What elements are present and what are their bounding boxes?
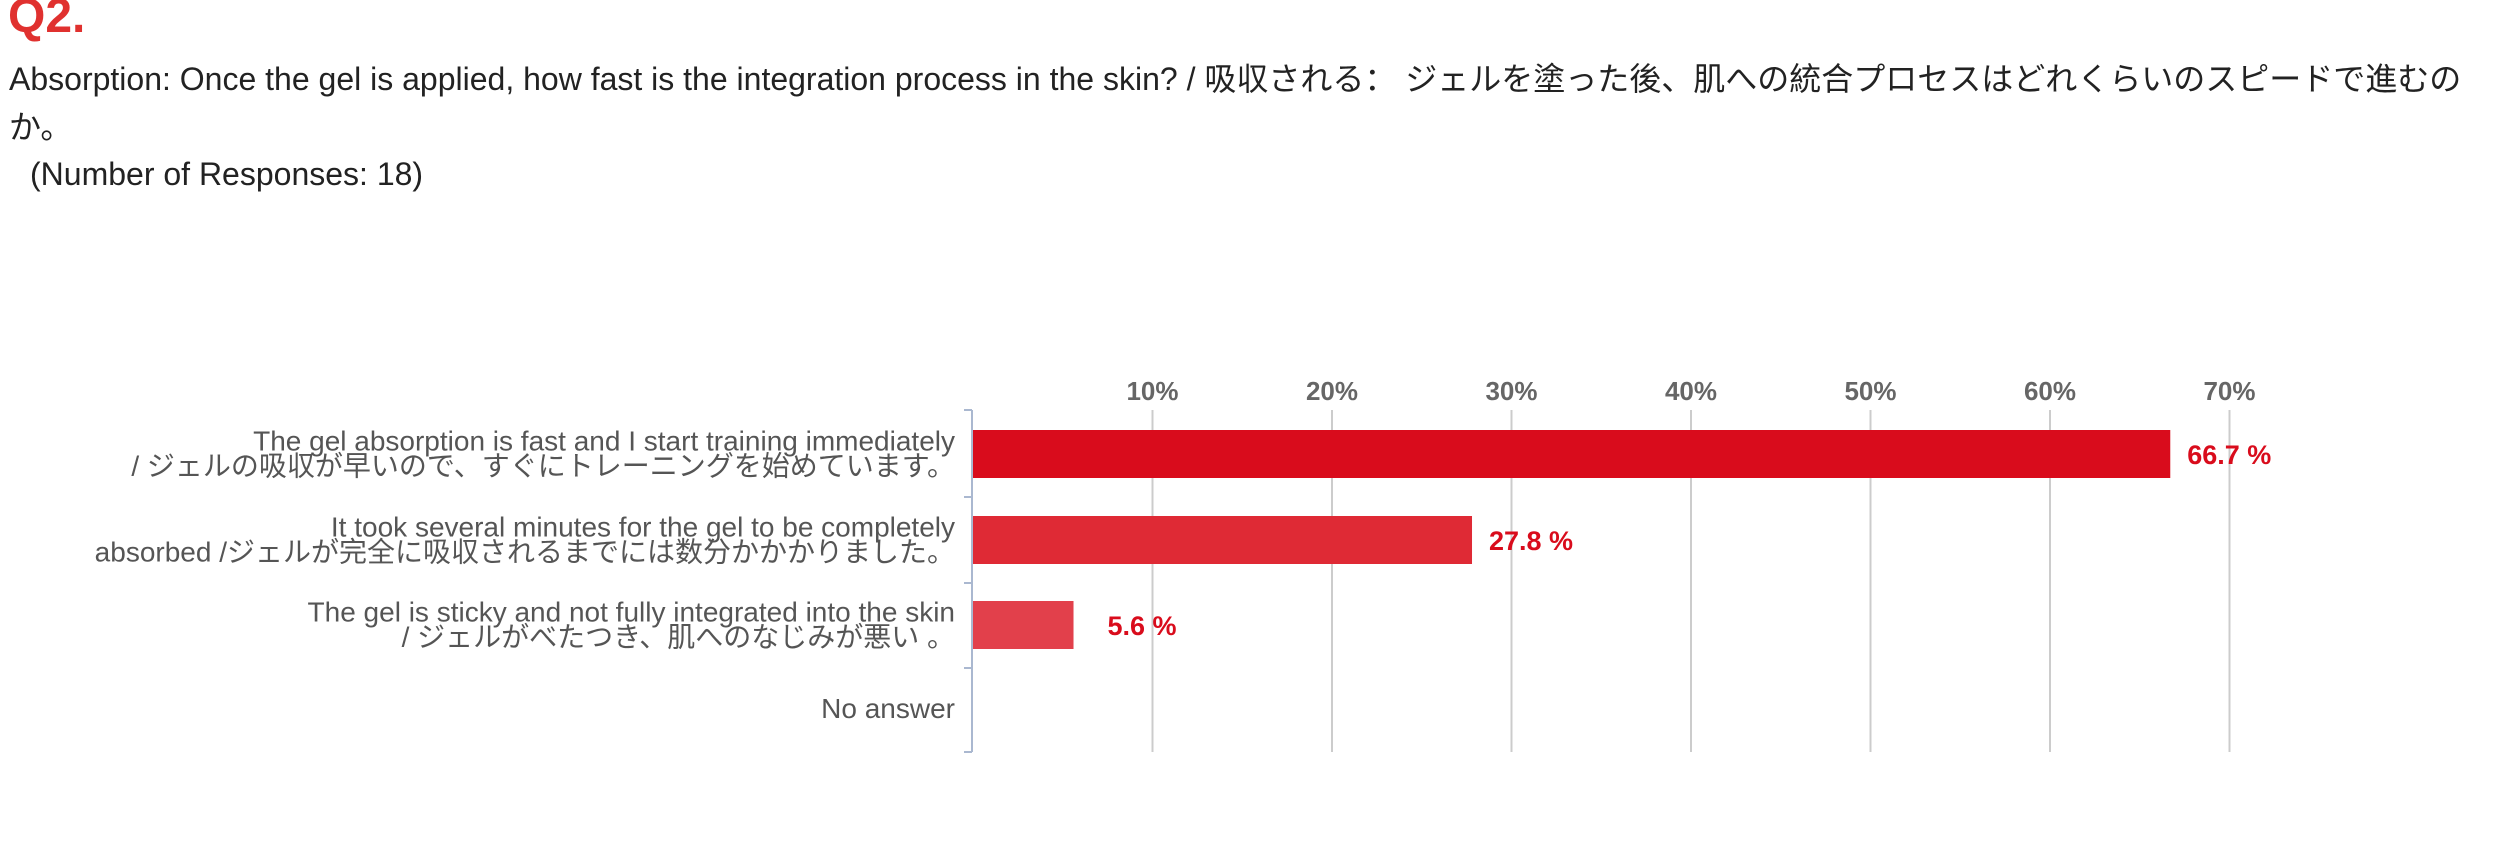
x-tick-label: 40%	[1665, 376, 1717, 406]
category-label: No answer	[821, 693, 955, 724]
category-label: The gel is sticky and not fully integrat…	[308, 597, 955, 628]
bar	[973, 516, 1473, 564]
category-label: It took several minutes for the gel to b…	[331, 512, 955, 543]
data-label: 27.8 %	[1489, 526, 1573, 556]
x-tick-label: 10%	[1126, 376, 1178, 406]
x-axis-ticks: 10% 20% 30% 40% 50% 60% 70%	[1126, 376, 2255, 406]
category-label: absorbed /ジェルが完全に吸収されるまでには数分かかかりました。	[95, 537, 955, 568]
category-label: / ジェルの吸収が早いので、すぐにトレーニングを始めています。	[131, 451, 955, 482]
category-label: The gel absorption is fast and I start t…	[253, 426, 955, 457]
bar	[973, 430, 2171, 478]
data-labels: 66.7 % 27.8 % 5.6 %	[1108, 440, 2272, 641]
x-tick-label: 70%	[2203, 376, 2255, 406]
bars	[973, 430, 2171, 649]
x-tick-label: 60%	[2024, 376, 2076, 406]
response-count: (Number of Responses: 18)	[30, 156, 424, 192]
x-tick-label: 30%	[1485, 376, 1537, 406]
bar	[973, 601, 1074, 649]
data-label: 66.7 %	[2187, 440, 2271, 470]
y-axis	[964, 409, 973, 753]
question-text: Absorption: Once the gel is applied, how…	[9, 61, 2462, 145]
data-label: 5.6 %	[1108, 611, 1177, 641]
category-labels: The gel absorption is fast and I start t…	[95, 426, 955, 725]
x-tick-label: 50%	[1844, 376, 1896, 406]
question-number: Q2.	[8, 0, 86, 43]
x-tick-label: 20%	[1306, 376, 1358, 406]
category-label: / ジェルがべたつき、肌へのなじみが悪い 。	[402, 622, 955, 653]
